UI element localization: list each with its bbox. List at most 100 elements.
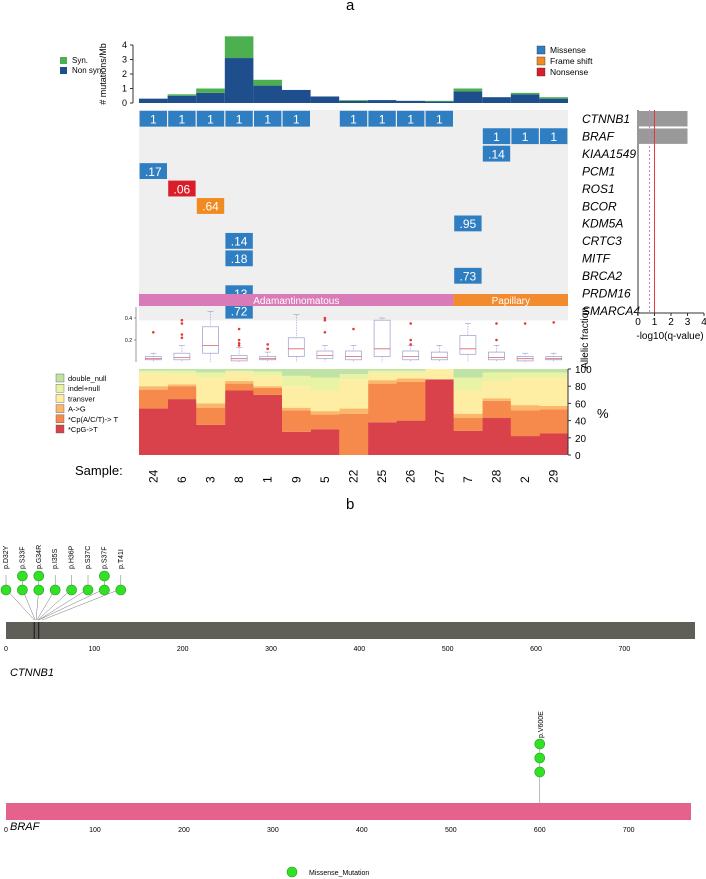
legend-swatch (55, 373, 65, 383)
spectrum-segment (367, 383, 397, 423)
gene-label: BRCA2 (582, 269, 622, 283)
spectrum-segment (339, 369, 369, 375)
mutation-spectrum-chart: 0 20 40 60 80 100% 24 6 3 8 1 9 5 22 25 26 27 7 28 2 29 Sampl… (55, 365, 609, 483)
spectrum-segment (396, 378, 426, 382)
spectrum-segment (167, 370, 197, 375)
mutation-cell (168, 180, 196, 197)
position-tick-label: 0 (4, 827, 8, 834)
spectrum-segment (367, 380, 397, 384)
bar-segment (310, 96, 340, 103)
box (545, 356, 563, 361)
spectrum-segment (425, 379, 454, 455)
box-outlier (180, 318, 184, 322)
mutation-cell-value: 1 (436, 112, 443, 126)
spectrum-segment (196, 372, 226, 378)
spectrum-segment (482, 398, 512, 401)
mutation-label: p.H36P (69, 545, 76, 569)
box (488, 351, 505, 361)
position-tick-label: 200 (177, 646, 189, 653)
sample-tick-label: 27 (432, 469, 446, 483)
mutation-cell (225, 302, 253, 319)
legend-swatch (55, 384, 65, 393)
box-outlier (523, 322, 527, 325)
panel-b-label: b (346, 496, 354, 513)
bar-segment (482, 97, 511, 103)
spectrum-segment (396, 381, 426, 421)
spectrum-segment (196, 369, 226, 373)
legend-label: indel+null (68, 384, 100, 393)
bar-segment (453, 88, 483, 92)
gene-label: BRAF (10, 821, 41, 833)
spectrum-segment (339, 413, 369, 455)
spectrum-segment (367, 373, 397, 381)
spectrum-segment (396, 370, 426, 374)
spectrum-segment (167, 374, 197, 385)
spectrum-segment (282, 386, 311, 408)
bar-segment (425, 100, 454, 102)
position-tick-label: 300 (267, 827, 279, 834)
spectrum-segment (310, 429, 340, 455)
spectrum-segment (253, 386, 283, 388)
mutation-cell (454, 267, 482, 284)
mutation-cell (454, 215, 482, 232)
gene-label: KIAA1549 (582, 147, 636, 161)
spectrum-segment (253, 375, 283, 387)
qvalue-x-tick-label: 4 (701, 317, 706, 328)
box-outlier (237, 344, 241, 347)
gene-label: MITF (582, 252, 611, 266)
bar-segment (339, 100, 368, 103)
position-tick-label: 200 (178, 827, 190, 834)
spectrum-segment (396, 420, 426, 455)
legend-swatch (536, 45, 546, 55)
mutation-cell (168, 110, 196, 127)
legend-label: Missense (550, 45, 586, 55)
lollipop-stem (38, 588, 105, 621)
spectrum-segment (310, 411, 340, 415)
position-tick-label: 0 (4, 646, 8, 653)
box-outlier (409, 338, 413, 342)
legend-label: Nonsense (550, 67, 589, 77)
position-tick-label: 500 (442, 646, 454, 653)
qvalue-x-axis-label: -log10(q-value) (636, 331, 703, 342)
mutation-cell (282, 110, 310, 127)
spectrum-segment (482, 400, 512, 419)
lollipop-stem (42, 588, 121, 621)
bar-segment (539, 98, 568, 103)
legend-swatch (55, 424, 65, 434)
gene-label: PRDM16 (582, 287, 631, 301)
spectrum-segment (510, 369, 540, 373)
box-outlier (237, 338, 241, 342)
gene-label: CRTC3 (582, 234, 622, 248)
box-outlier (323, 331, 327, 334)
gene-label: BRAF (582, 129, 615, 143)
mutation-cell-value: 1 (550, 130, 557, 144)
braf-lollipop-chart: 0 100 200 300 400 500 600 700 BRAF p.V600E Missens… (4, 711, 691, 878)
spectrum-segment (282, 375, 311, 387)
spectrum-y-tick-label: 40 (575, 417, 587, 428)
lollipop-stem (38, 588, 89, 621)
box-outlier (495, 322, 498, 325)
mutation-cell (225, 110, 253, 127)
legend-swatch (536, 56, 546, 66)
mutation-cell (511, 128, 539, 145)
box (345, 350, 362, 361)
allelic-fraction-chart: 0.2 0.4 Allelic fraction (125, 307, 591, 369)
mutation-dot (82, 584, 94, 596)
spectrum-segment (482, 372, 512, 382)
legend-label: *Cp(A/C/T)-> T (68, 415, 118, 424)
position-tick-label: 600 (534, 827, 546, 834)
position-tick-label: 500 (445, 827, 457, 834)
spectrum-segment (196, 407, 226, 425)
qvalue-bar (638, 111, 688, 127)
mutation-cell-value: .95 (460, 217, 477, 231)
box-y-axis-label: Allelic fraction (580, 307, 591, 369)
spectrum-segment (139, 370, 168, 374)
mutation-cell-value: 1 (493, 130, 500, 144)
sample-tick-label: 3 (204, 476, 218, 483)
protein-bar (6, 622, 695, 639)
bar-segment (282, 89, 311, 103)
box-outlier (266, 343, 270, 346)
box-outlier (180, 336, 184, 340)
mutation-dot (33, 584, 45, 596)
bar-segment (539, 97, 568, 99)
